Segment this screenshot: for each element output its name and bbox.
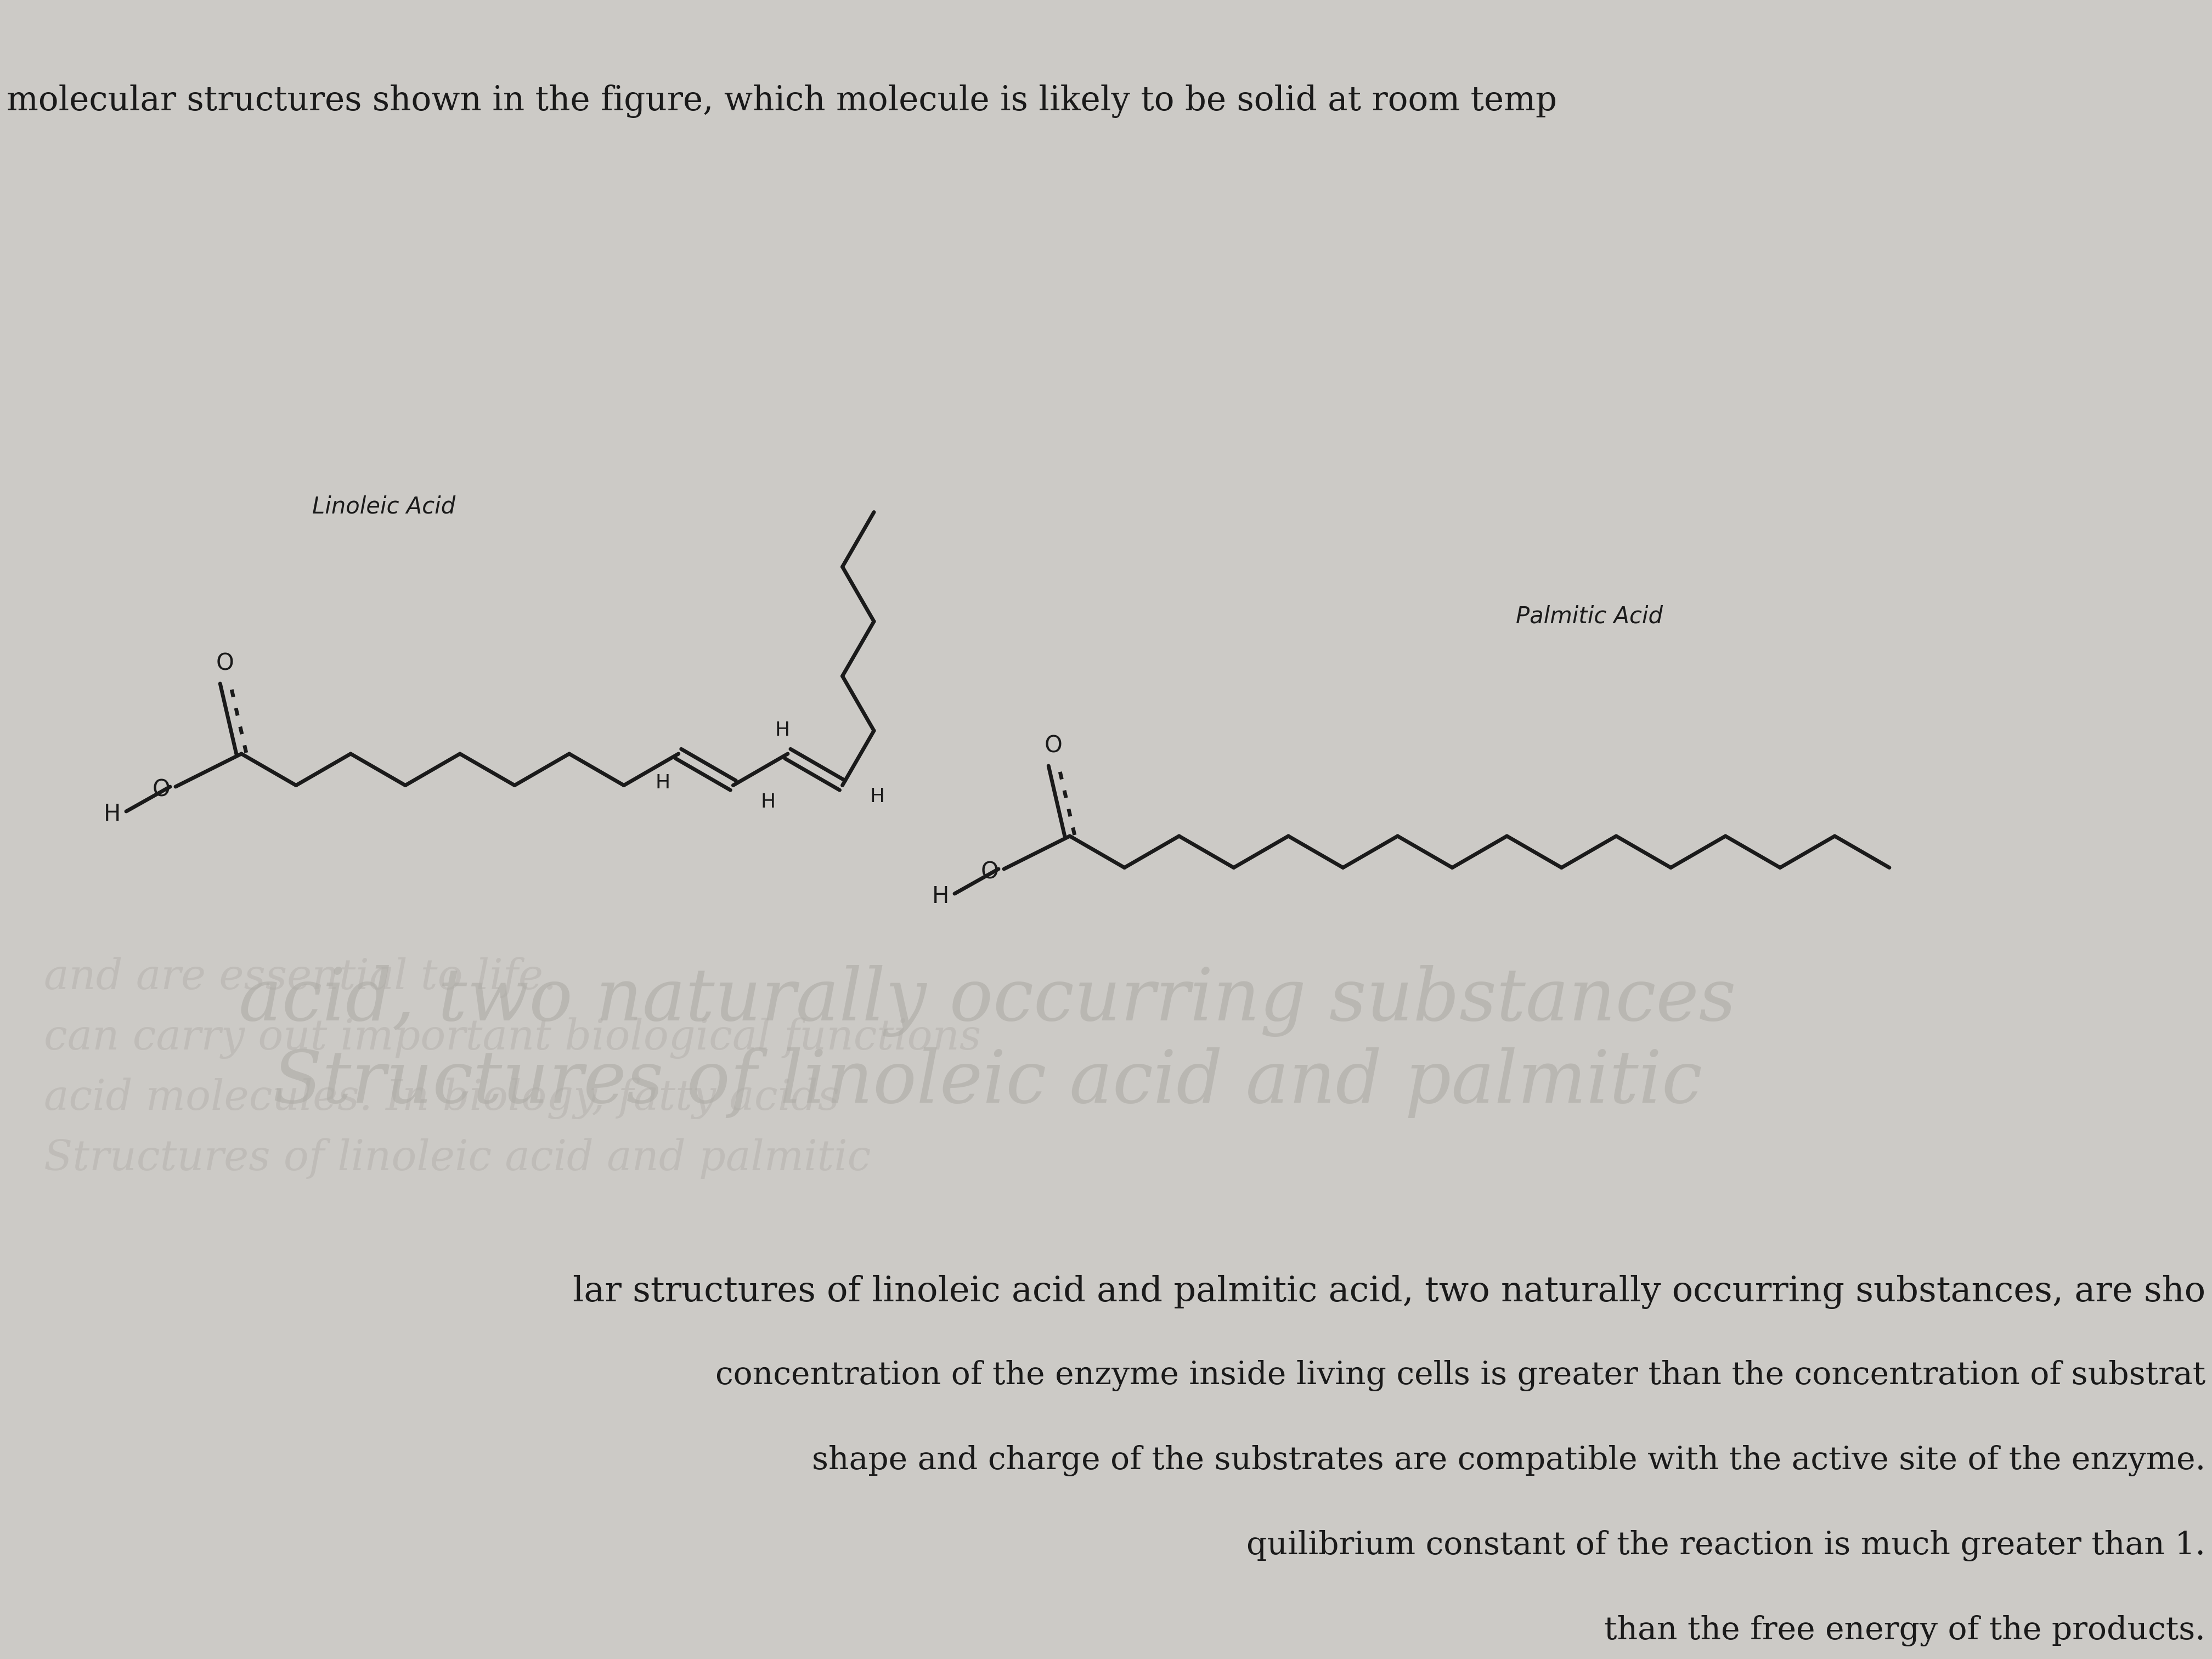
Text: H: H <box>655 773 670 793</box>
Text: H: H <box>774 722 790 740</box>
Text: Structures of linoleic acid and palmitic: Structures of linoleic acid and palmitic <box>44 1138 872 1180</box>
Text: O: O <box>980 861 998 883</box>
Text: than the free energy of the products.: than the free energy of the products. <box>1604 1616 2205 1646</box>
Text: H: H <box>931 884 949 907</box>
Text: H: H <box>104 803 122 826</box>
Text: O: O <box>1044 735 1062 758</box>
Text: molecular structures shown in the figure, which molecule is likely to be solid a: molecular structures shown in the figure… <box>7 85 1557 118</box>
Text: H: H <box>869 786 885 806</box>
Text: acid molecules. In biology, fatty acids: acid molecules. In biology, fatty acids <box>44 1077 838 1120</box>
Text: quilibrium constant of the reaction is much greater than 1.: quilibrium constant of the reaction is m… <box>1245 1530 2205 1561</box>
Text: concentration of the enzyme inside living cells is greater than the concentratio: concentration of the enzyme inside livin… <box>714 1360 2205 1392</box>
Text: can carry out important biological functions: can carry out important biological funct… <box>44 1017 980 1058</box>
Text: Linoleic Acid: Linoleic Acid <box>312 496 456 518</box>
Text: acid, two naturally occurring substances: acid, two naturally occurring substances <box>239 966 1736 1037</box>
Text: H: H <box>761 793 776 811</box>
Text: O: O <box>153 778 170 801</box>
Text: lar structures of linoleic acid and palmitic acid, two naturally occurring subst: lar structures of linoleic acid and palm… <box>573 1276 2205 1309</box>
Text: O: O <box>217 652 234 675</box>
Text: shape and charge of the substrates are compatible with the active site of the en: shape and charge of the substrates are c… <box>812 1445 2205 1477</box>
Text: and are essential to life.: and are essential to life. <box>44 957 557 997</box>
Text: Palmitic Acid: Palmitic Acid <box>1515 606 1663 629</box>
Text: Structures of linoleic acid and palmitic: Structures of linoleic acid and palmitic <box>272 1047 1703 1118</box>
